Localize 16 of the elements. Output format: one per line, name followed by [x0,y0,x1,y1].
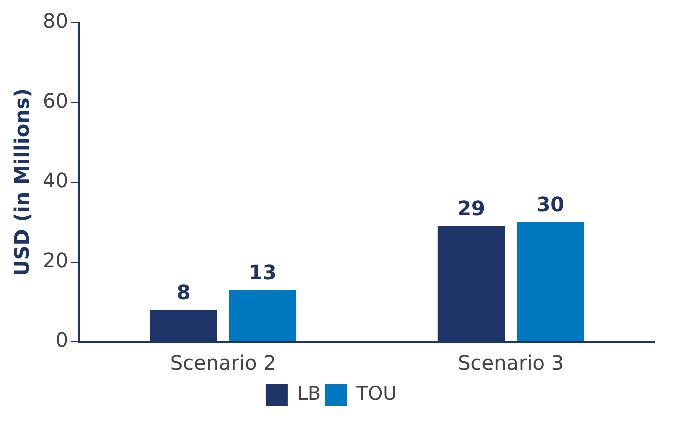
bar [517,222,584,342]
x-tick-label: Scenario 2 [170,351,276,376]
data-label: 13 [248,260,277,284]
legend-label: TOU [356,382,398,405]
y-tick-label: 20 [42,248,68,272]
y-tick-label: 40 [42,168,68,193]
data-label: 29 [458,196,486,221]
y-tick-label: 0 [56,328,68,352]
data-label: 30 [536,192,565,217]
x-tick-label: Scenario 3 [458,351,564,376]
y-tick-label: 60 [42,88,68,113]
data-label: 8 [176,280,191,304]
y-tick-label: 80 [42,9,68,34]
bar [229,290,297,342]
y-axis-title: USD (in Millions) [10,88,34,276]
legend-label: LB [297,382,322,405]
